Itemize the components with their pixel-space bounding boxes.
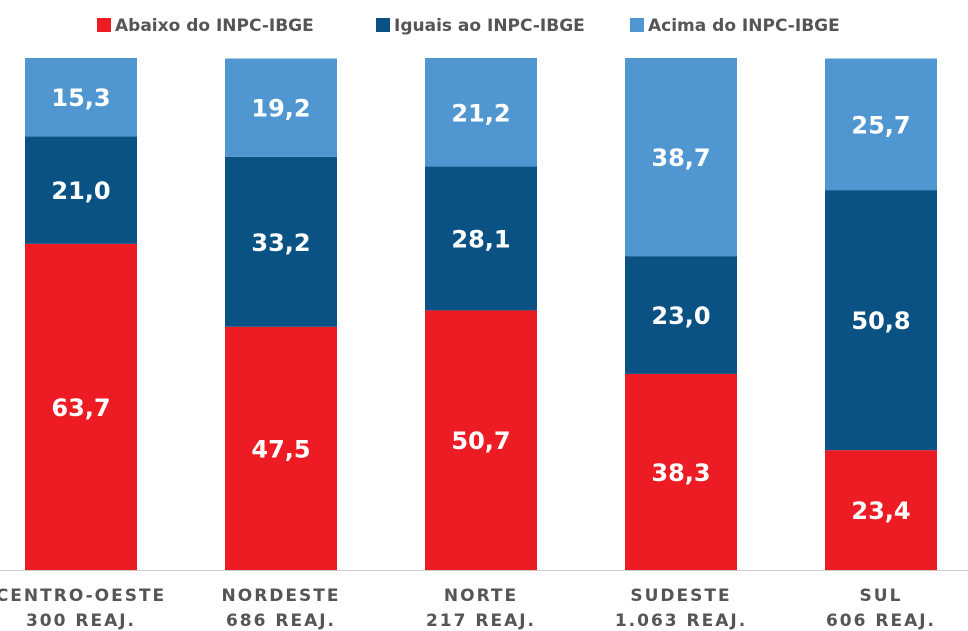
legend-swatch bbox=[630, 18, 644, 32]
bar-segment bbox=[25, 58, 137, 137]
x-tick-label: NORDESTE bbox=[222, 586, 341, 606]
bar-segment bbox=[625, 256, 737, 374]
legend-label: Acima do INPC-IBGE bbox=[648, 16, 840, 36]
x-tick-label: 606 REAJ. bbox=[826, 611, 936, 631]
bar-segment bbox=[825, 190, 937, 451]
bar-segment bbox=[825, 58, 937, 191]
value-label: 50,8 bbox=[851, 307, 910, 335]
bar-segment bbox=[425, 58, 537, 167]
bar-segment bbox=[425, 310, 537, 570]
value-label: 28,1 bbox=[451, 225, 510, 253]
legend-swatch bbox=[376, 18, 390, 32]
value-label: 15,3 bbox=[51, 84, 110, 112]
value-label: 38,7 bbox=[651, 144, 710, 172]
legend-label: Iguais ao INPC-IBGE bbox=[394, 16, 585, 36]
x-tick-label: SUDESTE bbox=[630, 586, 731, 606]
legend-swatch bbox=[97, 18, 111, 32]
bar-segment bbox=[425, 166, 537, 311]
bar-segment bbox=[25, 243, 137, 570]
x-tick-label: 1.063 REAJ. bbox=[615, 611, 747, 631]
bar-segment bbox=[225, 326, 337, 570]
x-tick-label: CENTRO-OESTE bbox=[0, 586, 166, 606]
value-label: 63,7 bbox=[51, 394, 110, 422]
bar-segment bbox=[625, 373, 737, 570]
bar-segment bbox=[625, 58, 737, 257]
x-tick-label: 217 REAJ. bbox=[426, 611, 536, 631]
bar-segment bbox=[225, 156, 337, 327]
value-label: 47,5 bbox=[251, 435, 310, 463]
x-tick-label: NORTE bbox=[444, 586, 518, 606]
value-label: 23,0 bbox=[651, 302, 710, 330]
x-tick-label: SUL bbox=[860, 586, 903, 606]
value-label: 19,2 bbox=[251, 95, 310, 123]
bar-segment bbox=[25, 136, 137, 244]
bar-segment bbox=[225, 58, 337, 157]
value-label: 25,7 bbox=[851, 111, 910, 139]
value-label: 21,0 bbox=[51, 177, 110, 205]
value-label: 23,4 bbox=[851, 497, 910, 525]
value-label: 50,7 bbox=[451, 427, 510, 455]
value-label: 38,3 bbox=[651, 459, 710, 487]
value-label: 33,2 bbox=[251, 229, 310, 257]
value-label: 21,2 bbox=[451, 99, 510, 127]
x-tick-label: 686 REAJ. bbox=[226, 611, 336, 631]
legend-label: Abaixo do INPC-IBGE bbox=[115, 16, 314, 36]
bar-segment bbox=[825, 450, 937, 570]
x-tick-label: 300 REAJ. bbox=[26, 611, 136, 631]
